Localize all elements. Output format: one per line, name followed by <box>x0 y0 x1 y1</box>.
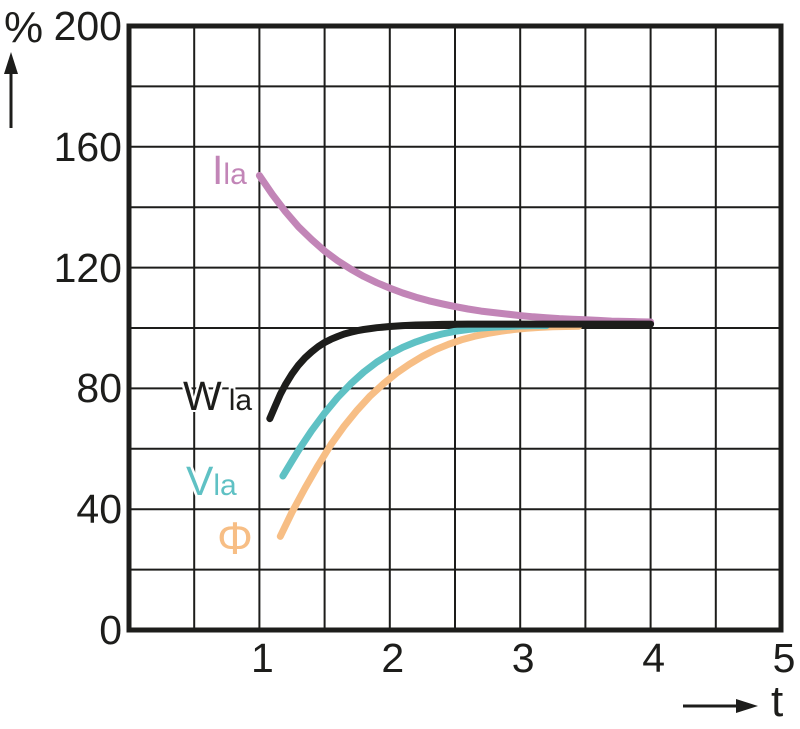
x-tick-label: 3 <box>511 635 535 681</box>
y-axis-unit-label: % <box>4 3 44 52</box>
x-tick-label: 4 <box>642 635 665 681</box>
x-tick-label: 2 <box>381 635 405 681</box>
curve-label-sub: la <box>223 158 247 191</box>
curve-label-main: I <box>212 147 224 193</box>
y-tick-label: 40 <box>76 486 122 533</box>
y-axis-arrow-icon <box>4 52 18 128</box>
y-tick-label: 80 <box>76 365 122 412</box>
curve-label-Vla: Vla <box>186 461 237 502</box>
curve-label-main: Φ <box>217 513 253 564</box>
curve-Ila <box>255 172 655 326</box>
curve-label-Ila: Ila <box>212 150 247 191</box>
x-tick-label: 1 <box>250 635 274 681</box>
curve-label-main: V <box>186 458 214 504</box>
y-tick-label: 0 <box>99 607 122 653</box>
curve-Wla <box>266 320 655 423</box>
curve-label-main: W <box>183 373 222 419</box>
y-tick-label: 200 <box>53 3 122 49</box>
plot-border <box>126 23 784 633</box>
curve-label-sub: la <box>213 469 237 502</box>
y-tick-label: 160 <box>53 123 122 170</box>
curve-label-sub: la <box>228 384 253 417</box>
curve-label-Phi: Φ <box>217 516 253 561</box>
x-axis-arrow-icon <box>683 699 758 713</box>
x-axis-label: t <box>771 677 784 726</box>
x-tick-label: 5 <box>772 635 796 681</box>
y-tick-label: 120 <box>53 244 122 291</box>
